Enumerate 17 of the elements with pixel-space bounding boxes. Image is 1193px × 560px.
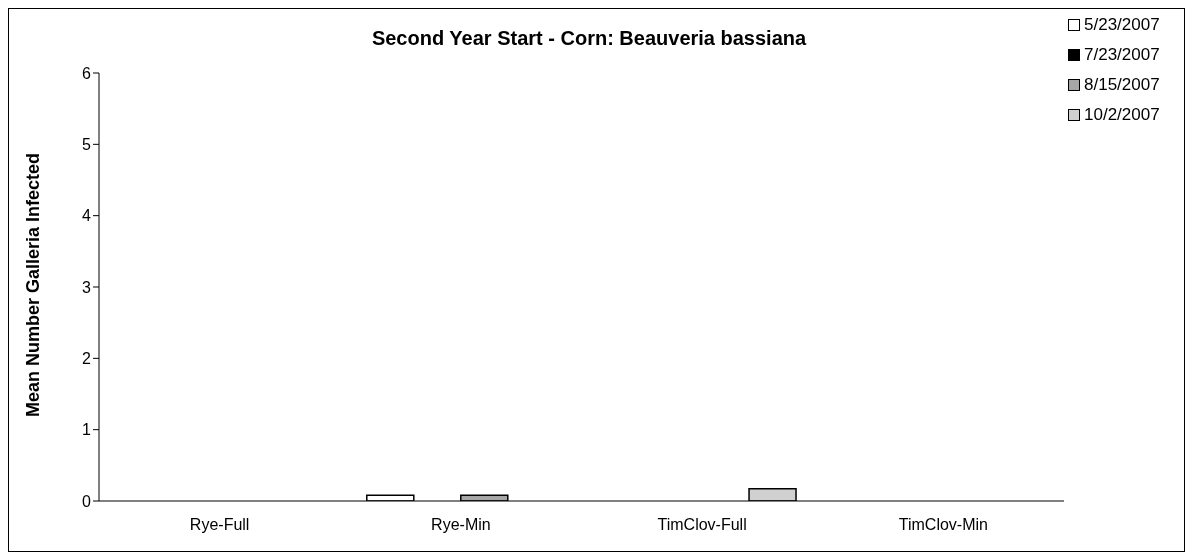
y-tick-label: 6 bbox=[82, 64, 92, 82]
y-tick-label: 5 bbox=[82, 136, 92, 154]
x-tick-label: TimClov-Full bbox=[657, 516, 747, 534]
y-tick-label: 4 bbox=[82, 207, 92, 225]
legend-label: 5/23/2007 bbox=[1084, 14, 1160, 36]
legend-label: 8/15/2007 bbox=[1084, 74, 1160, 96]
x-tick-label: TimClov-Min bbox=[898, 516, 988, 534]
x-tick-label: Rye-Min bbox=[431, 516, 491, 534]
y-tick-label: 0 bbox=[82, 492, 92, 510]
y-tick-label: 1 bbox=[82, 421, 92, 439]
y-axis-title: Mean Number Galleria Infected bbox=[23, 152, 44, 417]
y-tick-label: 3 bbox=[82, 278, 92, 296]
legend-label: 10/2/2007 bbox=[1084, 104, 1160, 126]
chart-title: Second Year Start - Corn: Beauveria bassiana bbox=[370, 27, 808, 50]
x-tick-label: Rye-Full bbox=[189, 516, 250, 534]
y-tick-label: 2 bbox=[82, 350, 92, 368]
legend-label: 7/23/2007 bbox=[1084, 44, 1160, 66]
